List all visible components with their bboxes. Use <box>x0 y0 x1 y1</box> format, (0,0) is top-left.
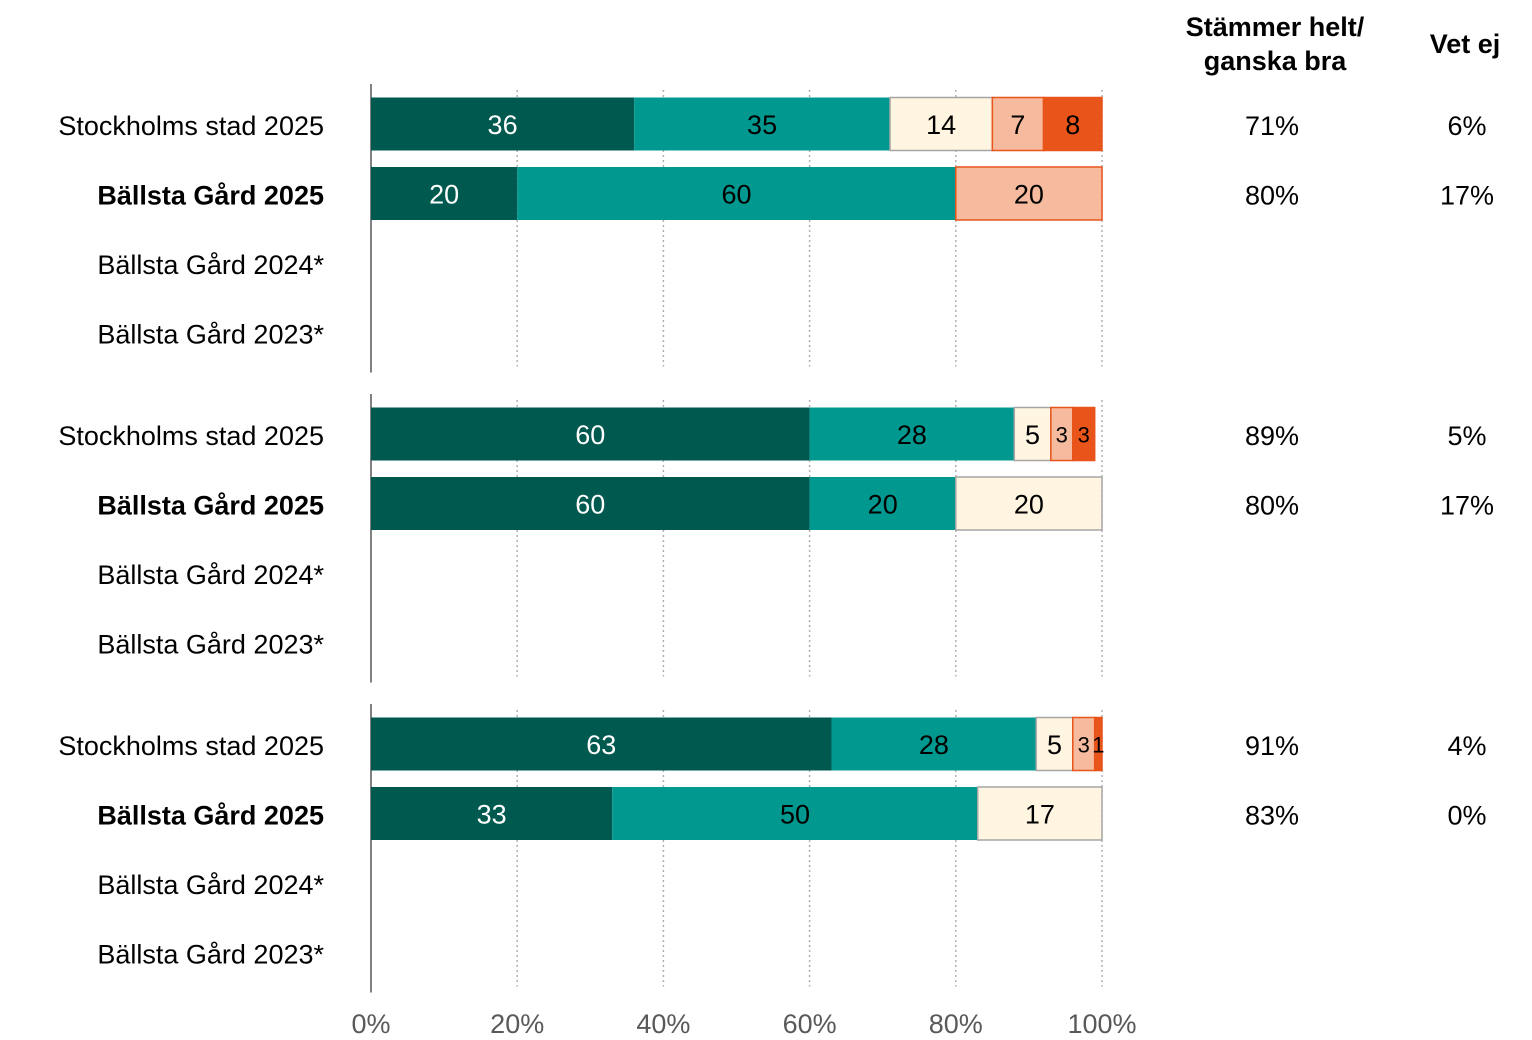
agree-value: 80% <box>1245 491 1299 521</box>
row-label: Bällsta Gård 2024* <box>97 870 324 900</box>
dont-know-value: 17% <box>1440 181 1494 211</box>
x-tick-label: 20% <box>490 1009 544 1039</box>
dont-know-value: 17% <box>1440 491 1494 521</box>
bar-segment <box>517 167 956 220</box>
bar-segment <box>612 787 978 840</box>
bar-value-label: 1 <box>1092 733 1104 758</box>
x-tick-label: 0% <box>351 1009 390 1039</box>
bar-segment <box>371 407 810 461</box>
bar-value-label: 20 <box>429 180 459 210</box>
bar-segment <box>991 96 1045 152</box>
agree-value: 89% <box>1245 421 1299 451</box>
x-tick-label: 100% <box>1067 1009 1136 1039</box>
row-label: Stockholms stad 2025 <box>58 421 324 451</box>
row-label: Stockholms stad 2025 <box>58 111 324 141</box>
bar-segment <box>955 476 1103 531</box>
bar-segment <box>1042 96 1103 152</box>
bar-segment <box>1093 716 1103 772</box>
x-tick-label: 80% <box>929 1009 983 1039</box>
bar-segment <box>1013 406 1052 462</box>
bar-value-label: 35 <box>747 110 777 140</box>
bar-value-label: 60 <box>575 420 605 450</box>
agree-value: 80% <box>1245 181 1299 211</box>
agree-value: 71% <box>1245 111 1299 141</box>
bar-value-label: 14 <box>926 110 956 140</box>
bar-value-label: 33 <box>477 800 507 830</box>
bar-value-label: 5 <box>1047 730 1062 760</box>
bar-segment <box>831 717 1037 771</box>
bar-segment <box>955 166 1103 221</box>
dont-know-value: 6% <box>1447 111 1486 141</box>
bar-value-label: 17 <box>1025 800 1055 830</box>
bar-value-label: 5 <box>1025 420 1040 450</box>
row-label: Bällsta Gård 2024* <box>97 560 324 590</box>
agree-value: 91% <box>1245 731 1299 761</box>
row-label: Bällsta Gård 2025 <box>97 491 324 521</box>
x-tick-label: 60% <box>783 1009 837 1039</box>
bar-segment <box>976 786 1103 841</box>
row-label: Bällsta Gård 2023* <box>97 940 324 970</box>
bar-segment <box>371 717 832 771</box>
bar-value-label: 8 <box>1065 110 1080 140</box>
dont-know-value: 5% <box>1447 421 1486 451</box>
x-tick-label: 40% <box>636 1009 690 1039</box>
bar-segment <box>371 787 613 840</box>
bar-segment <box>1072 406 1096 462</box>
bar-value-label: 28 <box>919 730 949 760</box>
row-label: Bällsta Gård 2025 <box>97 801 324 831</box>
row-label: Bällsta Gård 2023* <box>97 320 324 350</box>
bar-segment <box>371 97 635 151</box>
bar-value-label: 3 <box>1078 733 1090 758</box>
bar-value-label: 20 <box>1014 180 1044 210</box>
header-agree: Stämmer helt/ ganska bra <box>1185 12 1365 76</box>
bar-value-label: 36 <box>488 110 518 140</box>
bar-value-label: 60 <box>721 180 751 210</box>
bar-value-label: 60 <box>575 490 605 520</box>
row-label: Stockholms stad 2025 <box>58 731 324 761</box>
dont-know-value: 4% <box>1447 731 1486 761</box>
row-label: Bällsta Gård 2025 <box>97 181 324 211</box>
bar-segment <box>809 407 1015 461</box>
agree-value: 83% <box>1245 801 1299 831</box>
bar-value-label: 7 <box>1010 110 1025 140</box>
bar-segment <box>809 477 956 530</box>
bar-value-label: 28 <box>897 420 927 450</box>
bar-value-label: 3 <box>1056 423 1068 448</box>
bar-segment <box>634 97 891 151</box>
bar-value-label: 20 <box>1014 490 1044 520</box>
bar-value-label: 50 <box>780 800 810 830</box>
bar-segment <box>889 96 994 152</box>
dont-know-value: 0% <box>1447 801 1486 831</box>
bar-segment <box>371 477 810 530</box>
row-label: Bällsta Gård 2023* <box>97 630 324 660</box>
bar-value-label: 63 <box>586 730 616 760</box>
bar-value-label: 20 <box>868 490 898 520</box>
row-label: Bällsta Gård 2024* <box>97 250 324 280</box>
bar-segment <box>371 167 518 220</box>
header-dont-know: Vet ej <box>1429 29 1501 59</box>
bar-value-label: 3 <box>1078 423 1090 448</box>
